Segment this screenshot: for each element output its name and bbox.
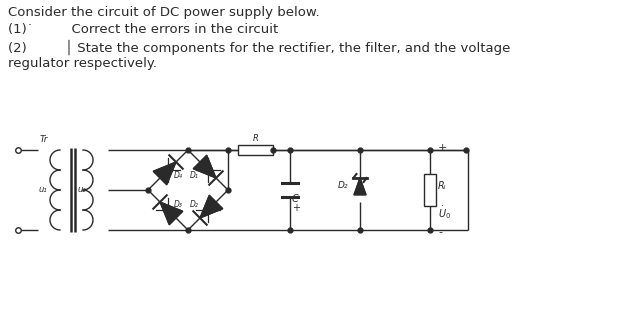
Text: u₁: u₁: [39, 185, 47, 194]
Text: u₂: u₂: [78, 185, 87, 194]
Text: R: R: [253, 134, 258, 143]
Text: Rₗ: Rₗ: [438, 181, 446, 191]
Text: D₄: D₄: [174, 171, 183, 180]
Text: (2)         │ State the components for the rectifier, the filter, and the voltag: (2) │ State the components for the recti…: [8, 40, 510, 56]
Text: D₂: D₂: [190, 200, 199, 209]
Text: D₁: D₁: [190, 171, 199, 180]
Bar: [424, 174, 436, 206]
Polygon shape: [160, 202, 183, 225]
Text: (1)˙         Correct the errors in the circuit: (1)˙ Correct the errors in the circuit: [8, 23, 278, 36]
Text: Consider the circuit of DC power supply below.: Consider the circuit of DC power supply …: [8, 6, 320, 19]
Text: D₂: D₂: [338, 182, 349, 191]
Text: +: +: [438, 143, 447, 153]
Polygon shape: [194, 155, 216, 178]
Text: +: +: [292, 203, 300, 213]
Text: $\dot{U}_0$: $\dot{U}_0$: [438, 204, 451, 221]
Text: regulator respectively.: regulator respectively.: [8, 57, 157, 70]
Text: D₃: D₃: [174, 200, 183, 209]
Text: -: -: [438, 227, 442, 237]
Text: C: C: [292, 194, 299, 204]
Polygon shape: [354, 178, 366, 195]
Polygon shape: [153, 162, 176, 185]
Text: Tr: Tr: [40, 135, 49, 144]
Polygon shape: [200, 195, 222, 218]
Bar: [238, 145, 273, 155]
